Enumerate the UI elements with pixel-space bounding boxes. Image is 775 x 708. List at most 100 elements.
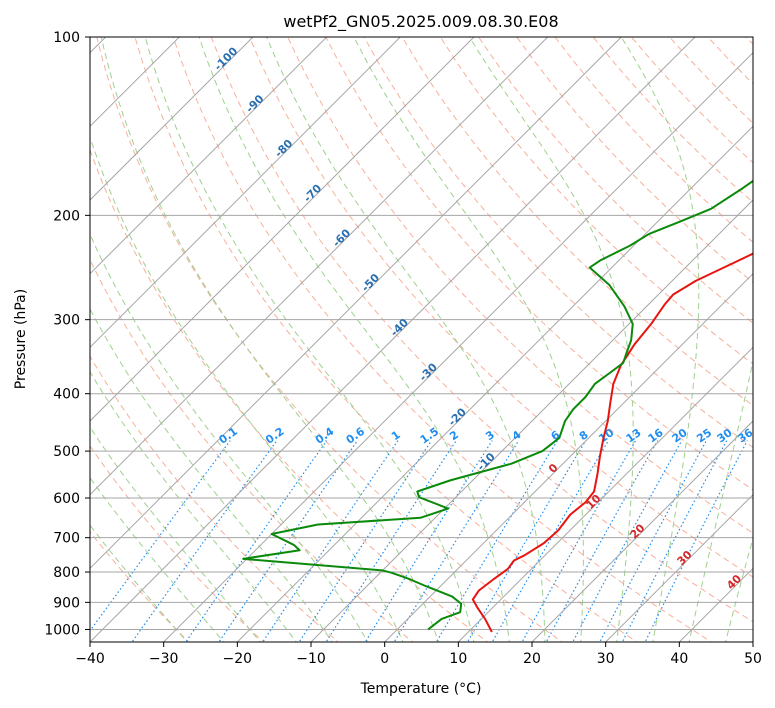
- moist-adiabat-label: 20: [628, 521, 648, 541]
- dry-adiabat-line: [707, 37, 753, 85]
- mixing-ratio-line: [393, 440, 520, 642]
- mixing-ratio-label: 1: [389, 428, 403, 443]
- moist-adiabat-line: [725, 536, 753, 642]
- dry-adiabat-line: [287, 37, 753, 534]
- y-axis-ticks: 100 200 300 400 500 600 700 800 900 1000: [44, 30, 90, 638]
- dry-adiabat-line: [363, 37, 753, 448]
- dry-adiabat-line: [210, 37, 753, 623]
- x-tick-label: 30: [597, 651, 615, 667]
- mixing-ratio-label: 8: [577, 428, 591, 443]
- moist-adiabat-line: [469, 37, 634, 642]
- dewpoint-trace: [242, 179, 753, 631]
- dry-adiabat-line: [592, 37, 753, 203]
- background-lines: [90, 10, 775, 645]
- dry-adiabat-label: -20: [446, 405, 469, 428]
- mixing-ratio-label: 0.1: [217, 425, 240, 447]
- x-tick-label: −30: [149, 651, 179, 667]
- dry-adiabat-line: [90, 445, 265, 642]
- mixing-ratio-line: [491, 440, 609, 642]
- mixing-ratio-label: 0.4: [313, 425, 337, 447]
- mixing-ratio-line: [621, 440, 728, 642]
- dry-adiabat-line: [172, 37, 713, 642]
- dry-adiabat-line: [248, 37, 753, 578]
- mixing-ratio-line: [325, 440, 457, 642]
- isotherm-line: [90, 37, 622, 570]
- x-axis-label: Temperature (°C): [360, 681, 482, 697]
- isotherm-line: [310, 199, 753, 642]
- x-tick-label: 40: [670, 651, 688, 667]
- dry-adiabat-line: [90, 148, 489, 642]
- mixing-ratio-line: [572, 440, 683, 642]
- mixing-ratio-line: [90, 440, 231, 632]
- y-tick-label: 900: [53, 595, 80, 611]
- moist-adiabat-label: 40: [724, 572, 744, 592]
- moist-adiabat-line: [90, 524, 188, 642]
- dry-adiabat-line: [90, 355, 339, 642]
- moist-adiabat-line: [620, 37, 700, 642]
- y-tick-label: 600: [53, 491, 80, 507]
- x-tick-label: −10: [296, 651, 326, 667]
- moist-adiabat-line: [688, 358, 753, 642]
- mixing-ratio-label: 3: [483, 428, 497, 443]
- y-tick-label: 300: [53, 313, 80, 329]
- y-tick-label: 1000: [44, 622, 80, 638]
- isotherm-line: [90, 37, 475, 422]
- mixing-ratio-label: 1.5: [418, 425, 441, 447]
- x-tick-label: 50: [744, 651, 762, 667]
- dry-adiabat-line: [325, 37, 753, 491]
- isotherm-line: [90, 37, 401, 349]
- dry-adiabat-line: [134, 37, 638, 642]
- mixing-ratio-line: [521, 440, 637, 642]
- plot-frame: [89, 36, 754, 643]
- sounding-traces: [242, 179, 753, 633]
- moist-adiabat-line: [198, 37, 510, 642]
- isotherm-line: [90, 37, 549, 496]
- x-tick-label: 20: [523, 651, 541, 667]
- dry-adiabat-label: -30: [417, 360, 440, 383]
- dry-adiabat-label: -50: [359, 271, 382, 294]
- y-axis-label: Pressure (hPa): [13, 289, 29, 389]
- moist-adiabat-line: [90, 370, 297, 642]
- y-tick-label: 400: [53, 387, 80, 403]
- isotherm-line: [605, 493, 753, 642]
- isotherm-line: [678, 567, 753, 642]
- temperature-trace: [471, 252, 753, 633]
- y-tick-label: 100: [53, 30, 80, 46]
- y-tick-label: 700: [53, 531, 80, 547]
- mixing-ratio-label: 16: [646, 426, 666, 446]
- mixing-ratio-line: [262, 440, 399, 642]
- dry-adiabat-label: -90: [243, 92, 266, 115]
- chart-title: wetPf2_GN05.2025.009.08.30.E08: [283, 12, 558, 32]
- moist-adiabat-line: [90, 426, 261, 642]
- dry-adiabat-label: -70: [301, 181, 324, 204]
- grid-lines: [90, 37, 753, 642]
- dry-adiabat-line: [96, 37, 564, 642]
- mixing-ratio-line: [298, 440, 432, 642]
- dry-adiabat-label: -80: [272, 137, 295, 160]
- isotherm-line: [457, 346, 753, 642]
- dry-adiabat-line: [439, 37, 753, 365]
- dry-adiabat-label: -60: [330, 226, 353, 249]
- dry-adiabat-line: [745, 37, 753, 45]
- isotherm-line: [752, 641, 753, 642]
- mixing-ratio-label: 2: [447, 428, 461, 443]
- isotherm-line: [90, 37, 254, 201]
- isotherm-line: [384, 272, 753, 642]
- moist-adiabat-line: [90, 135, 404, 642]
- x-tick-label: −40: [75, 651, 105, 667]
- moist-adiabat-line: [100, 37, 439, 642]
- mixing-ratio-label: 0.6: [344, 425, 368, 447]
- y-tick-label: 200: [53, 208, 80, 224]
- mixing-ratio-label: 25: [694, 426, 714, 445]
- y-tick-label: 800: [53, 565, 80, 581]
- moist-adiabat-line: [266, 37, 546, 642]
- dry-adiabat-line: [630, 37, 753, 164]
- isotherm-line: [531, 420, 753, 642]
- mixing-ratio-line: [435, 440, 558, 642]
- moist-adiabat-line: [353, 37, 584, 642]
- mixing-ratio-line: [545, 440, 659, 642]
- dry-adiabat-line: [758, 10, 775, 645]
- dry-adiabat-line: [554, 37, 753, 243]
